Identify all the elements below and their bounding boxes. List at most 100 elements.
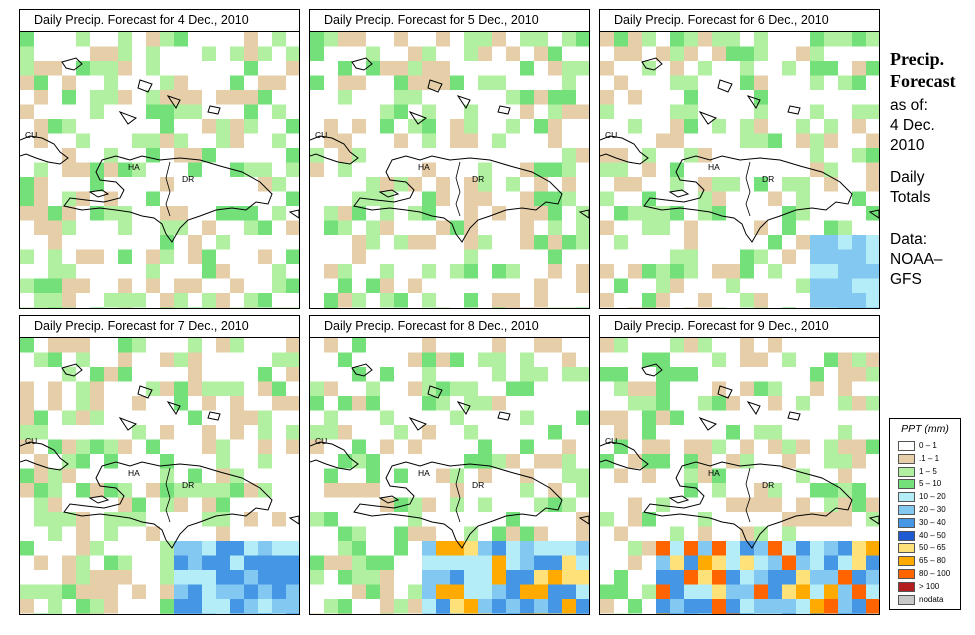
precip-cell xyxy=(810,61,824,76)
coastline-gonave xyxy=(378,495,400,504)
precip-cell xyxy=(324,410,338,425)
precip-cell xyxy=(796,613,810,614)
precip-cell xyxy=(408,352,422,367)
precip-cell xyxy=(394,61,408,76)
precip-cell xyxy=(118,90,132,105)
precip-cell xyxy=(600,220,614,235)
precip-cell xyxy=(824,162,838,177)
precip-cell xyxy=(146,104,160,119)
precip-cell xyxy=(286,352,299,367)
precip-cell xyxy=(642,32,656,47)
precip-cell xyxy=(188,555,202,570)
precip-cell xyxy=(712,599,726,614)
precip-cell xyxy=(754,425,768,440)
precip-cell xyxy=(726,599,740,614)
precip-cell xyxy=(380,119,394,134)
precip-cell xyxy=(492,541,506,556)
precip-cell xyxy=(796,439,810,454)
precip-cell xyxy=(534,541,548,556)
precip-cell xyxy=(810,613,824,614)
precip-cell xyxy=(286,584,299,599)
precip-cell xyxy=(174,584,188,599)
precip-cell xyxy=(576,307,589,308)
precip-cell xyxy=(810,381,824,396)
precip-cell xyxy=(866,177,879,192)
precip-cell xyxy=(506,584,520,599)
precip-cell xyxy=(132,293,146,308)
precip-cell xyxy=(352,235,366,250)
precip-cell xyxy=(740,352,754,367)
precip-cell xyxy=(628,541,642,556)
precip-cell xyxy=(272,541,286,556)
precip-cell xyxy=(782,61,796,76)
precip-cell xyxy=(852,599,866,614)
precip-cell xyxy=(562,90,576,105)
precip-cell xyxy=(230,584,244,599)
precip-cell xyxy=(104,555,118,570)
precip-cell xyxy=(478,468,492,483)
precip-cell xyxy=(838,541,852,556)
precip-cell xyxy=(754,483,768,498)
precip-cell xyxy=(104,206,118,221)
precip-cell xyxy=(866,396,879,411)
precip-cell xyxy=(380,555,394,570)
precip-cell xyxy=(244,555,258,570)
precip-cell xyxy=(366,46,380,61)
precip-cell xyxy=(768,483,782,498)
precip-cell xyxy=(576,541,589,556)
precip-cell xyxy=(726,584,740,599)
precip-cell xyxy=(684,75,698,90)
precip-cell xyxy=(76,396,90,411)
precip-cell xyxy=(726,264,740,279)
precip-cell xyxy=(76,133,90,148)
legend-swatch xyxy=(898,543,915,554)
precip-cell xyxy=(324,338,338,353)
precip-cell xyxy=(642,439,656,454)
precip-cell xyxy=(160,75,174,90)
precip-cell xyxy=(160,497,174,512)
precip-cell xyxy=(614,381,628,396)
precip-cell xyxy=(230,599,244,614)
precip-cell xyxy=(464,177,478,192)
precip-cell xyxy=(656,264,670,279)
precip-cell xyxy=(324,425,338,440)
precip-cell xyxy=(464,293,478,308)
precip-cell xyxy=(352,555,366,570)
precip-cell xyxy=(478,396,492,411)
precip-cell xyxy=(118,555,132,570)
precip-cell xyxy=(48,293,62,308)
precip-cell xyxy=(838,381,852,396)
precip-cell xyxy=(698,177,712,192)
precip-cell xyxy=(450,584,464,599)
precip-cell xyxy=(118,162,132,177)
precip-cell xyxy=(272,32,286,47)
precip-cell xyxy=(118,220,132,235)
precip-cell xyxy=(422,599,436,614)
precip-cell xyxy=(394,75,408,90)
precip-cell xyxy=(740,599,754,614)
precip-cell xyxy=(230,46,244,61)
precip-cell xyxy=(852,497,866,512)
precip-cell xyxy=(450,133,464,148)
precip-cell xyxy=(436,352,450,367)
coastline-bahamas1 xyxy=(641,57,663,71)
precip-cell xyxy=(160,599,174,614)
precip-cell xyxy=(352,584,366,599)
precip-cell xyxy=(258,613,272,614)
precip-cell xyxy=(614,75,628,90)
precip-cell xyxy=(740,497,754,512)
precip-cell xyxy=(548,599,562,614)
precip-cell xyxy=(104,439,118,454)
precip-cell xyxy=(782,526,796,541)
coastline-hispaniola xyxy=(63,155,273,243)
precip-cell xyxy=(174,381,188,396)
precip-cell xyxy=(230,90,244,105)
precip-cell xyxy=(726,613,740,614)
precip-cell xyxy=(380,613,394,614)
precip-cell xyxy=(132,338,146,353)
legend-item: nodata xyxy=(898,594,958,606)
precip-cell xyxy=(642,512,656,527)
precip-cell xyxy=(352,526,366,541)
precip-cell xyxy=(838,264,852,279)
precip-cell xyxy=(394,497,408,512)
